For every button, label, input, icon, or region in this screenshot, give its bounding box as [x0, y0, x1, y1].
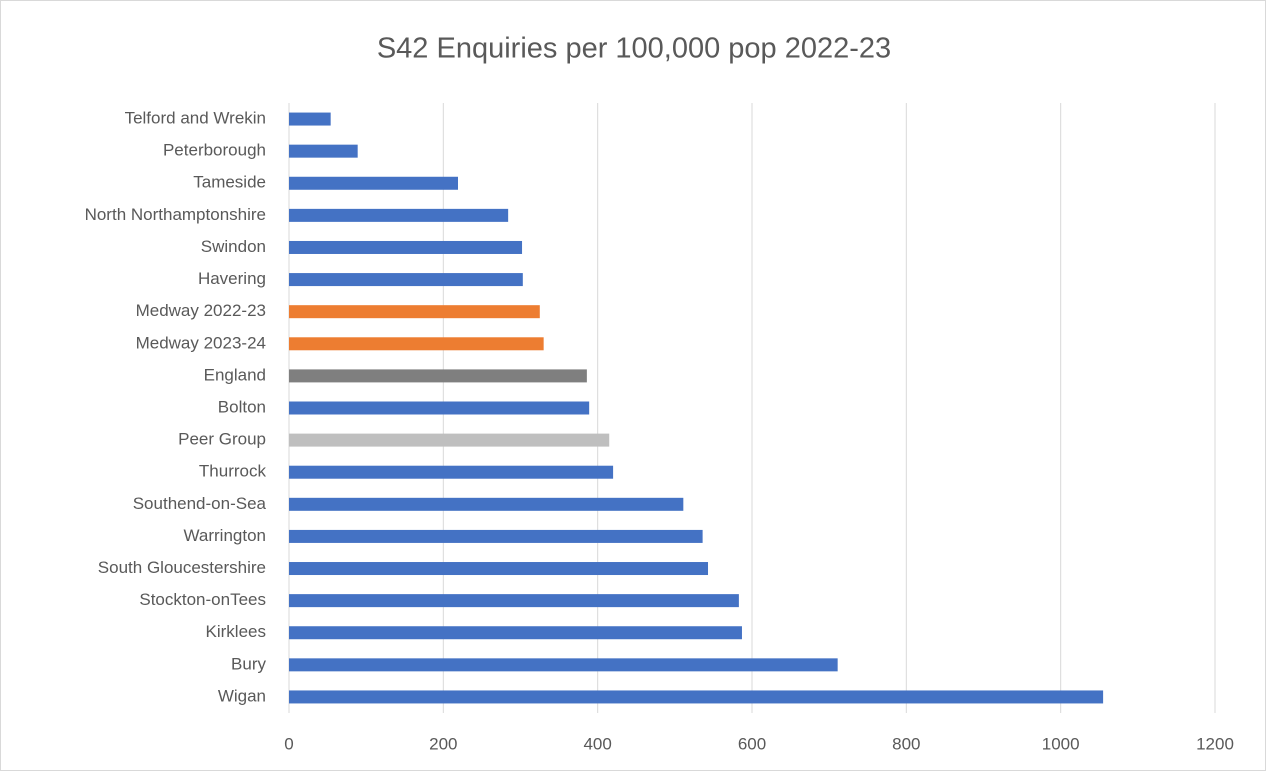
y-tick-label: Stockton-onTees — [139, 590, 266, 609]
bar — [289, 562, 709, 576]
bar — [289, 497, 684, 511]
x-tick-label: 600 — [738, 734, 766, 753]
y-tick-label: Medway 2022-23 — [136, 301, 266, 320]
y-tick-label: North Northamptonshire — [85, 205, 266, 224]
y-tick-label: Swindon — [201, 237, 266, 256]
bar — [289, 401, 590, 415]
y-tick-label: Tameside — [193, 173, 266, 192]
bar — [289, 144, 358, 158]
x-tick-label: 1200 — [1196, 734, 1234, 753]
y-tick-label: Bury — [231, 654, 266, 673]
y-tick-label: Peterborough — [163, 141, 266, 160]
y-tick-label: Southend-on-Sea — [133, 494, 267, 513]
bar — [289, 305, 540, 319]
y-tick-label: Havering — [198, 269, 266, 288]
bar — [289, 112, 331, 126]
bar — [289, 273, 523, 287]
y-tick-label: Bolton — [218, 397, 266, 416]
y-tick-label: Peer Group — [178, 430, 266, 449]
bar — [289, 337, 544, 351]
chart-title: S42 Enquiries per 100,000 pop 2022-23 — [377, 33, 891, 65]
y-tick-label: South Gloucestershire — [98, 558, 266, 577]
bar — [289, 690, 1104, 704]
bar — [289, 176, 458, 190]
y-tick-label: Wigan — [218, 686, 266, 705]
y-tick-label: Telford and Wrekin — [125, 109, 266, 128]
y-tick-label: Thurrock — [199, 462, 267, 481]
x-tick-label: 400 — [583, 734, 611, 753]
bar — [289, 465, 614, 479]
bar — [289, 433, 610, 447]
bar — [289, 529, 703, 543]
bar — [289, 626, 742, 640]
y-tick-label: Medway 2023-24 — [136, 333, 266, 352]
y-tick-label: England — [204, 365, 266, 384]
y-tick-label: Kirklees — [206, 622, 266, 641]
y-tick-label: Warrington — [183, 526, 266, 545]
x-tick-label: 800 — [892, 734, 920, 753]
x-tick-label: 1000 — [1042, 734, 1080, 753]
bar — [289, 240, 523, 254]
bar — [289, 594, 739, 608]
bar — [289, 208, 509, 222]
bar — [289, 369, 587, 383]
x-tick-label: 200 — [429, 734, 457, 753]
x-tick-label: 0 — [284, 734, 293, 753]
bar — [289, 658, 838, 672]
